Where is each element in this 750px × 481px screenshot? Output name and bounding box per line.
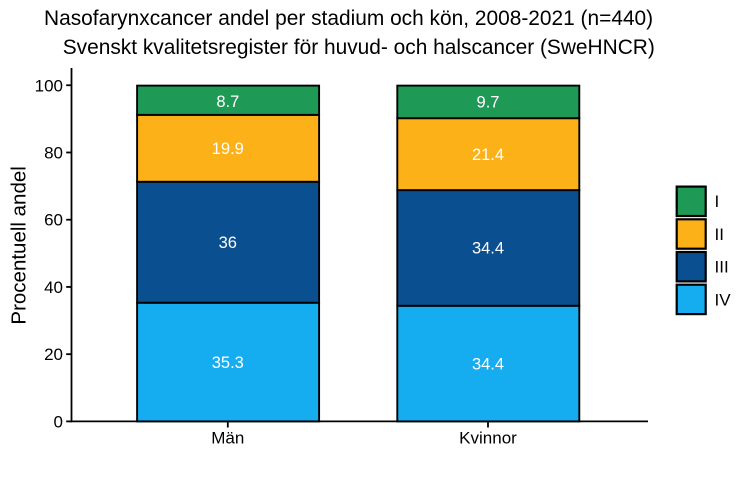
svg-text:0: 0 xyxy=(54,412,63,431)
svg-text:IV: IV xyxy=(715,290,732,309)
svg-text:21.4: 21.4 xyxy=(472,146,504,164)
svg-text:34.4: 34.4 xyxy=(472,355,504,373)
svg-text:Män: Män xyxy=(211,429,244,448)
svg-text:Kvinnor: Kvinnor xyxy=(459,429,517,448)
svg-text:8.7: 8.7 xyxy=(216,93,239,111)
svg-text:Procentuell andel: Procentuell andel xyxy=(7,166,30,324)
svg-text:36: 36 xyxy=(219,234,237,252)
svg-text:Nasofarynxcancer andel per sta: Nasofarynxcancer andel per stadium och k… xyxy=(44,7,653,30)
svg-text:40: 40 xyxy=(44,278,63,297)
svg-text:19.9: 19.9 xyxy=(212,140,244,158)
svg-text:II: II xyxy=(715,225,724,244)
svg-text:80: 80 xyxy=(44,144,63,163)
svg-text:35.3: 35.3 xyxy=(212,354,244,372)
svg-text:I: I xyxy=(715,192,720,211)
svg-text:34.4: 34.4 xyxy=(472,240,504,258)
svg-text:60: 60 xyxy=(44,211,63,230)
svg-text:III: III xyxy=(715,258,729,277)
svg-text:9.7: 9.7 xyxy=(477,94,500,112)
svg-text:20: 20 xyxy=(44,345,63,364)
svg-text:Svenskt kvalitetsregister för: Svenskt kvalitetsregister för huvud- och… xyxy=(63,36,655,59)
svg-text:100: 100 xyxy=(35,76,63,95)
